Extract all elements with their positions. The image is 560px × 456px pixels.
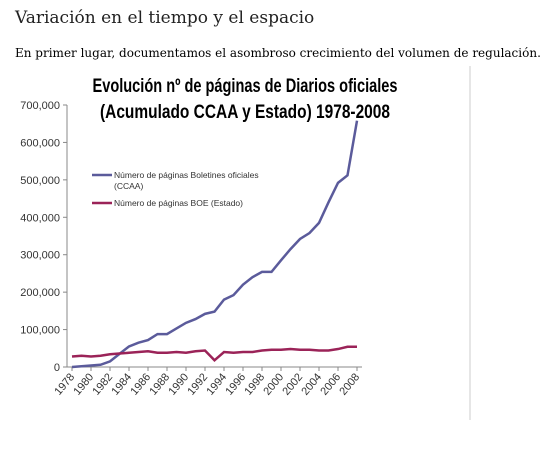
chart-title: (Acumulado CCAA y Estado) 1978-2008 xyxy=(100,102,390,123)
y-tick-label: 600,000 xyxy=(20,137,60,149)
x-tick-label: 2000 xyxy=(261,371,286,397)
y-tick-label: 700,000 xyxy=(20,100,60,112)
chart-title: Evolución nº de páginas de Diarios ofici… xyxy=(93,76,398,97)
legend-entry: Número de páginas Boletines oficiales (C… xyxy=(114,170,259,191)
x-tick-label: 1978 xyxy=(52,371,77,397)
x-tick-label: 1986 xyxy=(128,371,153,397)
x-tick-label: 2002 xyxy=(280,371,305,397)
x-tick-label: 2006 xyxy=(318,371,343,397)
y-tick-label: 100,000 xyxy=(20,325,60,337)
series-line xyxy=(71,120,359,369)
series-line xyxy=(71,345,357,362)
x-tick-label: 1984 xyxy=(109,371,134,397)
x-tick-label: 1998 xyxy=(242,371,267,397)
heading: Variación en el tiempo y el espacio xyxy=(15,8,315,28)
paragraph: En primer lugar, documentamos el asombro… xyxy=(15,46,541,60)
y-tick-label: 200,000 xyxy=(20,287,60,299)
x-tick-label: 1996 xyxy=(223,371,248,397)
legend-label: Número de páginas Boletines oficiales (C… xyxy=(114,170,259,191)
y-tick-label: 300,000 xyxy=(20,250,60,262)
x-tick-label: 2004 xyxy=(299,371,324,397)
x-tick-label: 1994 xyxy=(204,371,229,397)
legend-entry: Número de páginas BOE (Estado) xyxy=(114,198,243,208)
x-tick-label: 1990 xyxy=(166,371,191,397)
y-tick-label: 500,000 xyxy=(20,175,60,187)
x-tick-label: 1988 xyxy=(147,371,172,397)
y-tick-label: 0 xyxy=(54,362,60,374)
legend-label: Número de páginas BOE (Estado) xyxy=(114,198,243,208)
x-tick-label: 1992 xyxy=(185,371,210,397)
x-tick-label: 1980 xyxy=(71,371,96,397)
x-tick-label: 1982 xyxy=(90,371,115,397)
y-tick-label: 400,000 xyxy=(20,212,60,224)
x-tick-label: 2008 xyxy=(337,371,362,397)
